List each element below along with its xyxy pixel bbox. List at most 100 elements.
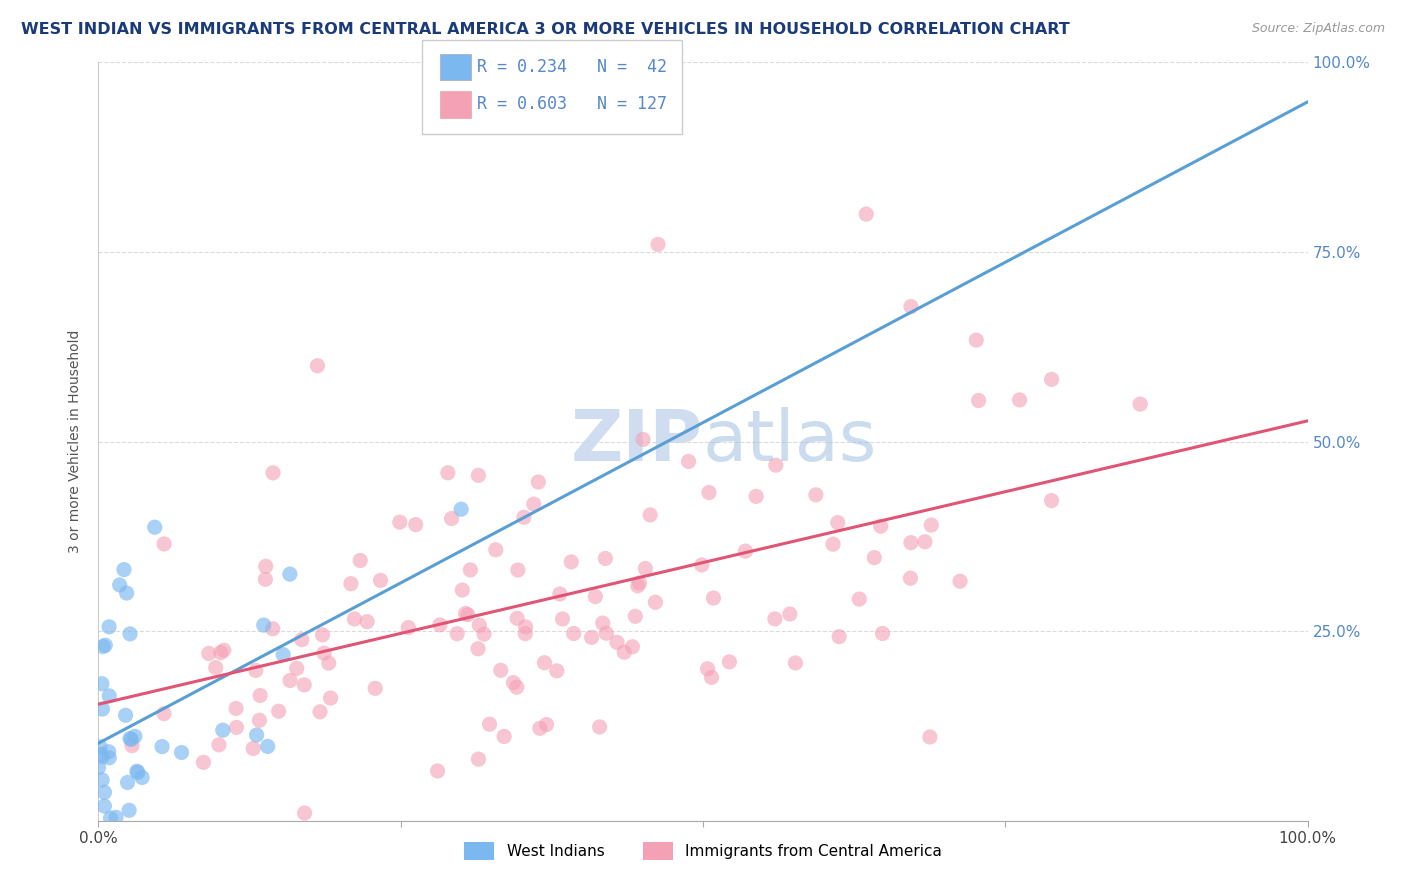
Point (467, 752, 489, 766)
Point (294, 806, 316, 821)
Point (638, 508, 661, 522)
Point (131, 771, 153, 785)
Point (506, 680, 529, 694)
Point (254, 559, 277, 574)
Point (588, 720, 610, 734)
Point (94, 638, 117, 652)
Point (120, 732, 142, 747)
Point (581, 631, 603, 645)
Point (506, 563, 529, 577)
Point (405, 517, 427, 532)
Point (900, 535, 922, 549)
Point (965, 333, 987, 347)
Point (309, 705, 332, 719)
Point (127, 765, 149, 780)
Point (855, 207, 877, 221)
Point (124, 729, 146, 743)
Point (208, 738, 231, 752)
Point (115, 586, 138, 600)
Point (900, 571, 922, 585)
Point (560, 555, 582, 569)
Point (515, 626, 537, 640)
Point (595, 626, 617, 640)
Point (763, 612, 786, 626)
Point (125, 764, 148, 779)
Point (278, 673, 301, 688)
Point (117, 775, 139, 789)
Point (647, 237, 669, 252)
Point (562, 626, 585, 640)
Point (101, 862, 124, 876)
Point (314, 646, 336, 660)
Point (429, 618, 451, 632)
Point (548, 587, 571, 601)
Point (91, 702, 114, 716)
Point (745, 489, 768, 503)
Point (863, 550, 886, 565)
Point (515, 620, 537, 634)
Point (356, 615, 378, 629)
Point (467, 641, 489, 656)
Text: R = 0.234   N =  42: R = 0.234 N = 42 (477, 58, 666, 76)
Point (291, 632, 314, 647)
Point (193, 756, 215, 770)
Point (827, 516, 849, 530)
Point (204, 660, 226, 674)
Point (631, 433, 654, 447)
Point (426, 764, 449, 778)
Point (153, 537, 176, 551)
Point (292, 678, 315, 692)
Point (595, 551, 617, 566)
Point (1040, 493, 1063, 508)
Point (1040, 372, 1063, 386)
Point (628, 576, 651, 591)
Point (89, 739, 111, 754)
Point (318, 656, 340, 670)
Point (90, 747, 112, 762)
Text: atlas: atlas (703, 407, 877, 476)
Point (271, 648, 294, 662)
Point (343, 612, 366, 626)
Point (87, 760, 110, 774)
Point (388, 515, 411, 529)
Point (872, 626, 894, 640)
Point (98, 620, 121, 634)
Point (536, 717, 558, 731)
Point (437, 466, 460, 480)
Point (804, 488, 827, 502)
Point (170, 746, 193, 760)
Point (494, 730, 516, 744)
Point (700, 670, 723, 684)
Point (1129, 397, 1152, 411)
Point (256, 739, 278, 754)
Point (98, 750, 121, 764)
Point (98, 689, 121, 703)
Point (457, 607, 479, 622)
Point (100, 811, 122, 825)
Point (285, 661, 308, 675)
Point (592, 615, 614, 630)
Point (118, 627, 141, 641)
Point (765, 458, 787, 472)
Point (311, 628, 333, 642)
Point (262, 466, 284, 480)
Point (1008, 392, 1031, 407)
Point (319, 691, 342, 706)
Point (91, 749, 114, 764)
Point (702, 591, 724, 605)
Point (112, 563, 135, 577)
Text: WEST INDIAN VS IMMIGRANTS FROM CENTRAL AMERICA 3 OR MORE VEHICLES IN HOUSEHOLD C: WEST INDIAN VS IMMIGRANTS FROM CENTRAL A… (21, 22, 1070, 37)
Point (249, 689, 271, 703)
Point (529, 722, 551, 736)
Point (506, 611, 529, 625)
Point (621, 640, 644, 654)
Text: R = 0.603   N = 127: R = 0.603 N = 127 (477, 95, 666, 113)
Point (450, 502, 472, 516)
Point (513, 510, 536, 524)
Point (150, 739, 173, 754)
Point (583, 590, 606, 604)
Point (307, 359, 329, 373)
Point (143, 520, 166, 534)
Point (396, 621, 419, 635)
Point (249, 713, 271, 727)
